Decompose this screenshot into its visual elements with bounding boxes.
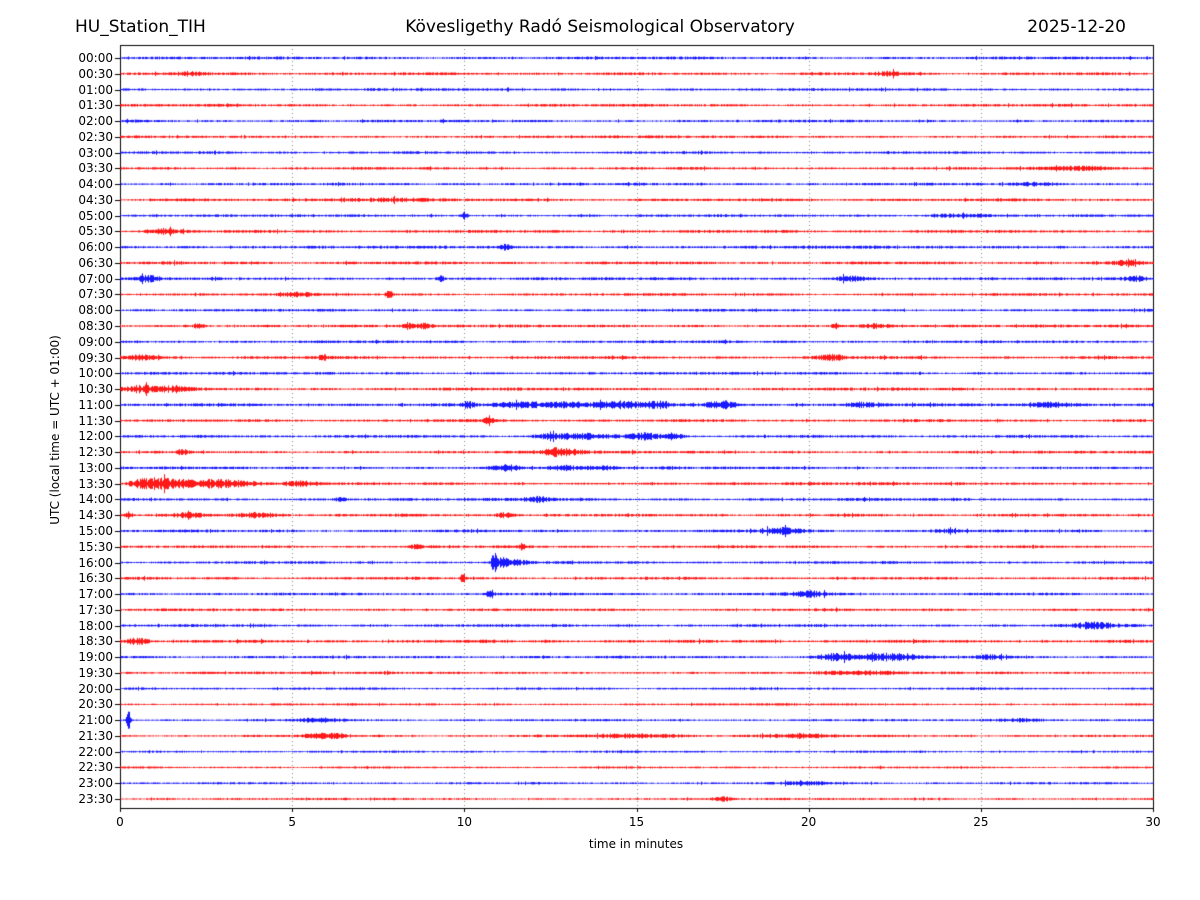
y-axis-label: UTC (local time = UTC + 01:00) [48, 335, 62, 525]
row-time-label: 10:00 [78, 366, 113, 381]
row-time-label: 07:00 [78, 271, 113, 286]
row-time-label: 11:00 [78, 397, 113, 412]
row-time-label: 12:30 [78, 445, 113, 460]
row-time-label: 17:30 [78, 602, 113, 617]
row-time-label: 08:00 [78, 303, 113, 318]
station-title: HU_Station_TIH [75, 17, 206, 37]
row-time-label: 16:00 [78, 555, 113, 570]
row-time-label: 15:30 [78, 539, 113, 554]
row-time-label: 23:30 [78, 792, 113, 806]
x-tick-label: 25 [973, 815, 989, 829]
row-time-label: 19:00 [78, 650, 113, 665]
row-time-label: 06:00 [78, 240, 113, 255]
row-time-label: 22:00 [78, 744, 113, 759]
date-label: 2025-12-20 [1027, 17, 1126, 37]
row-time-label: 03:30 [78, 161, 113, 176]
row-time-label: 04:30 [78, 192, 113, 207]
row-time-label: 12:00 [78, 429, 113, 444]
row-time-label: 00:30 [78, 66, 113, 81]
row-time-label: 14:00 [78, 492, 113, 507]
row-time-label: 05:30 [78, 224, 113, 239]
row-time-label: 04:00 [78, 177, 113, 192]
row-time-label: 05:00 [78, 208, 113, 223]
row-time-label: 10:30 [78, 382, 113, 397]
row-time-label: 21:00 [78, 713, 113, 728]
row-time-label: 08:30 [78, 319, 113, 334]
row-time-label: 01:30 [78, 98, 113, 113]
row-time-label: 03:00 [78, 145, 113, 160]
row-time-label: 19:30 [78, 665, 113, 680]
row-time-label: 00:00 [78, 51, 113, 65]
row-time-label: 16:30 [78, 571, 113, 586]
x-tick-label: 10 [456, 815, 472, 829]
row-time-label: 07:30 [78, 287, 113, 302]
row-time-label: 22:30 [78, 760, 113, 775]
x-tick-label: 30 [1145, 815, 1161, 829]
x-tick-label: 5 [288, 815, 296, 829]
row-time-label: 13:00 [78, 460, 113, 475]
row-time-label: 23:00 [78, 776, 113, 791]
row-time-label: 15:00 [78, 523, 113, 538]
x-tick-label: 20 [801, 815, 817, 829]
row-time-label: 09:00 [78, 334, 113, 349]
observatory-title: Kövesligethy Radó Seismological Observat… [405, 17, 795, 37]
row-time-label: 14:30 [78, 508, 113, 523]
row-time-label: 20:00 [78, 681, 113, 696]
row-time-label: 21:30 [78, 728, 113, 743]
row-time-label: 18:00 [78, 618, 113, 633]
row-time-label: 13:30 [78, 476, 113, 491]
x-axis-label: time in minutes [588, 837, 684, 851]
x-tick-label: 0 [116, 815, 124, 829]
row-time-label: 18:30 [78, 634, 113, 649]
row-time-label: 20:30 [78, 697, 113, 712]
row-time-label: 17:00 [78, 587, 113, 602]
row-time-label: 11:30 [78, 413, 113, 428]
row-time-label: 02:00 [78, 114, 113, 129]
row-time-label: 06:30 [78, 255, 113, 270]
row-time-label: 01:00 [78, 82, 113, 97]
row-time-label: 02:30 [78, 129, 113, 144]
x-tick-label: 15 [628, 815, 645, 829]
row-time-label: 09:30 [78, 350, 113, 365]
